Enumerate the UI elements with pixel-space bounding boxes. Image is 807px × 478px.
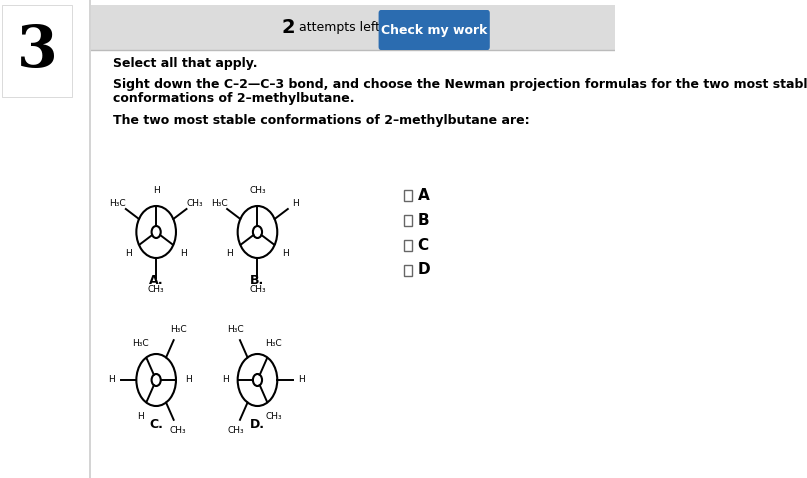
Circle shape (253, 374, 262, 386)
Text: CH₃: CH₃ (186, 198, 203, 207)
Text: H₃C: H₃C (266, 339, 282, 348)
Text: H: H (109, 376, 115, 384)
Text: Sight down the C–2—C–3 bond, and choose the Newman projection formulas for the t: Sight down the C–2—C–3 bond, and choose … (113, 77, 807, 90)
Text: H: H (136, 412, 144, 421)
Text: A.: A. (148, 273, 164, 286)
Text: attempts left: attempts left (299, 21, 380, 33)
Text: The two most stable conformations of 2–methylbutane are:: The two most stable conformations of 2–m… (113, 113, 529, 127)
Circle shape (152, 226, 161, 238)
Text: D: D (417, 262, 430, 278)
Text: CH₃: CH₃ (266, 412, 282, 421)
Bar (404, 239, 412, 250)
Text: CH₃: CH₃ (249, 285, 266, 294)
Text: H: H (282, 249, 289, 258)
Text: H: H (181, 249, 187, 258)
Text: C: C (417, 238, 429, 252)
Text: CH₃: CH₃ (227, 426, 244, 435)
Text: Check my work: Check my work (381, 23, 487, 36)
Text: H: H (185, 376, 191, 384)
Bar (404, 215, 412, 226)
Text: H: H (299, 376, 305, 384)
Bar (404, 264, 412, 275)
Text: H₃C: H₃C (110, 198, 126, 207)
Text: H: H (153, 185, 160, 195)
Circle shape (152, 374, 161, 386)
Bar (404, 189, 412, 200)
Text: H: H (292, 198, 299, 207)
Text: Select all that apply.: Select all that apply. (113, 56, 257, 69)
Text: B.: B. (250, 273, 265, 286)
Text: H₃C: H₃C (132, 339, 148, 348)
Text: H: H (125, 249, 132, 258)
Text: CH₃: CH₃ (170, 426, 186, 435)
Text: D.: D. (250, 419, 265, 432)
Text: CH₃: CH₃ (249, 185, 266, 195)
FancyBboxPatch shape (378, 10, 490, 50)
Text: B: B (417, 213, 429, 228)
Bar (91, 5, 617, 50)
Text: 2: 2 (282, 18, 295, 36)
Text: C.: C. (149, 419, 163, 432)
Text: H₃C: H₃C (211, 198, 228, 207)
Text: CH₃: CH₃ (148, 285, 165, 294)
Text: H: H (227, 249, 233, 258)
Text: H₃C: H₃C (170, 325, 186, 334)
Text: A: A (417, 187, 429, 203)
Circle shape (253, 226, 262, 238)
Text: 3: 3 (17, 23, 57, 79)
Text: H₃C: H₃C (227, 325, 244, 334)
Text: conformations of 2–methylbutane.: conformations of 2–methylbutane. (113, 91, 354, 105)
Text: H: H (222, 376, 229, 384)
FancyBboxPatch shape (2, 5, 73, 97)
